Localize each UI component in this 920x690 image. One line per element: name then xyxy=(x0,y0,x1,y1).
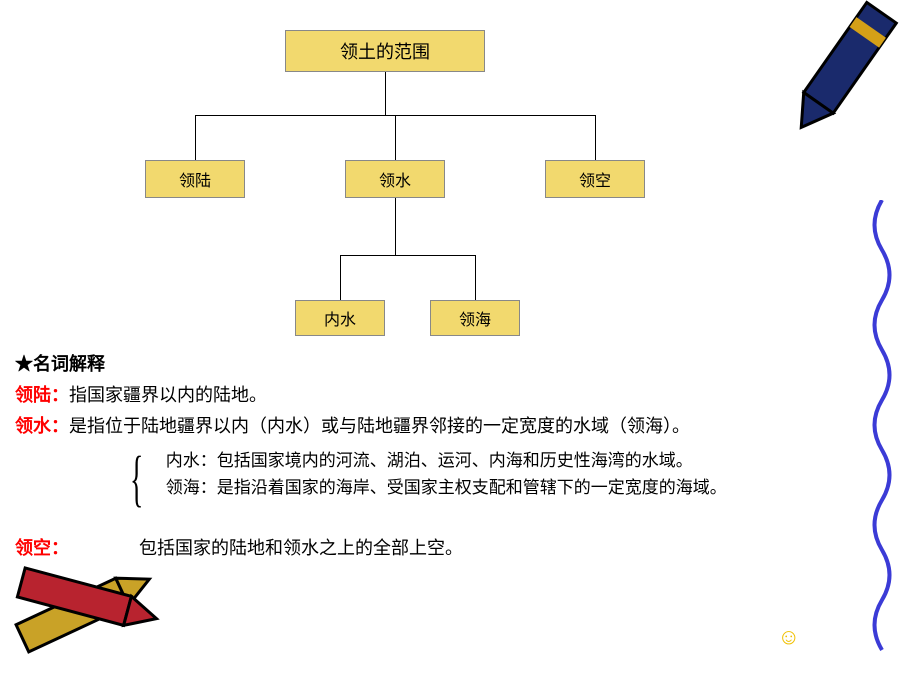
wavy-line-icon xyxy=(862,200,902,660)
node-lingkong: 领空 xyxy=(545,160,645,198)
sub-block: { 内水：包括国家境内的河流、湖泊、运河、内海和历史性海湾的水域。 领海：是指沿… xyxy=(130,448,890,510)
connector xyxy=(475,255,476,300)
crayons-icon xyxy=(5,555,185,685)
territory-tree: 领土的范围 领陆 领水 领空 内水 领海 xyxy=(130,30,730,370)
definitions: ★名词解释 领陆：指国家疆界以内的陆地。 领水：是指位于陆地疆界以内（内水）或与… xyxy=(15,350,890,565)
node-lingshui-label: 领水 xyxy=(379,167,411,191)
connector xyxy=(395,115,396,160)
text-lingkong: 包括国家的陆地和领水之上的全部上空。 xyxy=(139,538,463,558)
node-linghai: 领海 xyxy=(430,300,520,336)
brace-icon: { xyxy=(130,448,143,510)
def-linglu: 领陆：指国家疆界以内的陆地。 xyxy=(15,381,890,410)
sub-linghai: 领海：是指沿着国家的海岸、受国家主权支配和管辖下的一定宽度的海域。 xyxy=(166,475,727,501)
node-neishui: 内水 xyxy=(295,300,385,336)
term-lingshui: 领水： xyxy=(15,416,69,436)
node-lingkong-label: 领空 xyxy=(579,167,611,191)
defs-title: ★名词解释 xyxy=(15,350,890,379)
term-linglu: 领陆： xyxy=(15,385,69,405)
sub-neishui: 内水：包括国家境内的河流、湖泊、运河、内海和历史性海湾的水域。 xyxy=(166,448,727,474)
node-linghai-label: 领海 xyxy=(459,306,491,330)
node-linglu-label: 领陆 xyxy=(179,167,211,191)
text-lingshui: 是指位于陆地疆界以内（内水）或与陆地疆界邻接的一定宽度的水域（领海）。 xyxy=(69,416,690,436)
connector xyxy=(385,72,386,115)
text-linglu: 指国家疆界以内的陆地。 xyxy=(69,385,267,405)
def-lingshui: 领水：是指位于陆地疆界以内（内水）或与陆地疆界邻接的一定宽度的水域（领海）。 xyxy=(15,412,890,441)
connector xyxy=(595,115,596,160)
connector xyxy=(340,255,475,256)
node-root: 领土的范围 xyxy=(285,30,485,72)
node-root-label: 领土的范围 xyxy=(340,38,430,64)
node-neishui-label: 内水 xyxy=(324,306,356,330)
connector xyxy=(395,198,396,255)
connector xyxy=(195,115,196,160)
crayon-icon xyxy=(775,0,920,145)
node-linglu: 领陆 xyxy=(145,160,245,198)
connector xyxy=(340,255,341,300)
smiley-icon: ☺ xyxy=(778,624,800,650)
node-lingshui: 领水 xyxy=(345,160,445,198)
